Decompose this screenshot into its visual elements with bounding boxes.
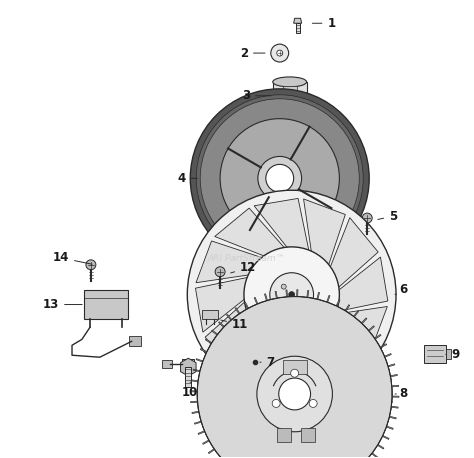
Text: 3: 3 bbox=[242, 89, 271, 102]
Bar bbox=[424, 345, 446, 363]
Text: 6: 6 bbox=[395, 283, 407, 296]
Bar bbox=[446, 349, 451, 359]
Bar bbox=[277, 428, 291, 442]
Polygon shape bbox=[330, 218, 378, 287]
Circle shape bbox=[220, 119, 339, 238]
Circle shape bbox=[190, 89, 369, 268]
Text: 1: 1 bbox=[312, 17, 336, 30]
Polygon shape bbox=[215, 208, 284, 256]
Bar bbox=[273, 82, 307, 110]
Circle shape bbox=[196, 95, 363, 262]
Circle shape bbox=[289, 292, 295, 298]
Circle shape bbox=[281, 284, 286, 289]
Circle shape bbox=[257, 356, 332, 432]
Circle shape bbox=[258, 157, 301, 200]
Bar bbox=[303, 92, 307, 100]
Circle shape bbox=[272, 399, 280, 408]
Bar bbox=[273, 92, 276, 100]
Bar bbox=[84, 289, 128, 319]
Polygon shape bbox=[181, 358, 196, 376]
Circle shape bbox=[279, 378, 310, 410]
Text: 5: 5 bbox=[378, 210, 397, 223]
Circle shape bbox=[197, 297, 392, 458]
Polygon shape bbox=[274, 339, 329, 391]
Text: 11: 11 bbox=[221, 318, 248, 331]
Polygon shape bbox=[195, 278, 247, 332]
Polygon shape bbox=[238, 325, 280, 390]
Bar bbox=[185, 367, 191, 387]
Circle shape bbox=[86, 260, 96, 270]
Bar bbox=[202, 310, 218, 319]
Text: 7: 7 bbox=[260, 356, 275, 369]
Polygon shape bbox=[299, 333, 369, 381]
Polygon shape bbox=[294, 18, 301, 23]
Text: 14: 14 bbox=[53, 251, 92, 264]
Circle shape bbox=[271, 44, 289, 62]
Circle shape bbox=[362, 213, 372, 223]
Text: 12: 12 bbox=[231, 261, 256, 274]
Circle shape bbox=[244, 247, 339, 342]
Polygon shape bbox=[336, 257, 388, 312]
Bar bbox=[128, 336, 141, 346]
Circle shape bbox=[309, 399, 317, 408]
Polygon shape bbox=[196, 241, 262, 283]
Bar bbox=[283, 86, 297, 98]
Circle shape bbox=[197, 297, 392, 458]
Bar bbox=[283, 360, 307, 374]
Bar bbox=[301, 428, 315, 442]
Circle shape bbox=[291, 369, 299, 377]
Polygon shape bbox=[303, 199, 346, 265]
Circle shape bbox=[215, 267, 225, 277]
Text: 9: 9 bbox=[446, 348, 460, 361]
Bar bbox=[163, 360, 173, 368]
Text: 13: 13 bbox=[43, 298, 82, 311]
Polygon shape bbox=[190, 289, 399, 458]
Circle shape bbox=[270, 273, 313, 316]
Text: 10: 10 bbox=[182, 382, 199, 398]
Polygon shape bbox=[322, 306, 387, 348]
Ellipse shape bbox=[273, 77, 307, 87]
Polygon shape bbox=[254, 198, 309, 250]
Text: 8: 8 bbox=[395, 387, 407, 400]
Text: ARI PartStream™: ARI PartStream™ bbox=[208, 254, 285, 263]
Circle shape bbox=[200, 99, 359, 258]
Circle shape bbox=[266, 164, 294, 192]
Bar bbox=[296, 23, 300, 33]
Circle shape bbox=[277, 50, 283, 56]
Text: 2: 2 bbox=[240, 47, 265, 60]
Bar bbox=[182, 359, 194, 371]
Ellipse shape bbox=[197, 390, 392, 414]
Circle shape bbox=[187, 190, 396, 399]
Ellipse shape bbox=[273, 105, 307, 114]
Polygon shape bbox=[205, 302, 253, 371]
Text: 4: 4 bbox=[177, 172, 198, 185]
